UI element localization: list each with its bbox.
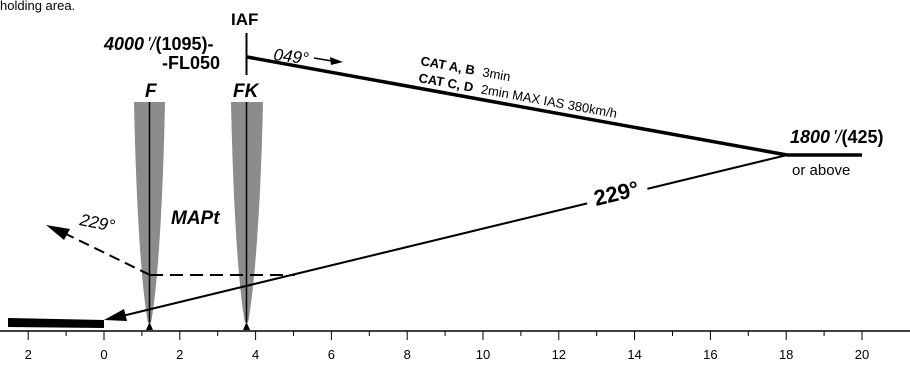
- inbound-leg: [122, 155, 787, 316]
- inbound-arrow-head: [104, 309, 127, 321]
- distance-scale-tick-label: 6: [328, 347, 335, 362]
- missed-approach-track-label: 229°: [77, 210, 116, 236]
- turn-altitude: 1800 '/(425): [790, 127, 884, 147]
- iaf-altitude-main: 4000: [103, 34, 144, 54]
- distance-scale-tick-label: 18: [779, 347, 793, 362]
- header-text: holding area.: [0, 0, 75, 13]
- distance-scale-tick-label: 2: [25, 347, 32, 362]
- turn-altitude-main: 1800: [790, 127, 830, 147]
- distance-scale-tick-label: 14: [627, 347, 641, 362]
- distance-scale-tick-label: 10: [476, 347, 490, 362]
- turn-altitude-note: or above: [792, 162, 850, 179]
- iaf-altitude-paren: (1095)-: [155, 34, 213, 54]
- iaf-flight-level: -FL050: [162, 53, 220, 73]
- missed-approach-arrow-head: [46, 225, 70, 240]
- iaf-altitude: 4000 '/(1095)-: [103, 34, 214, 54]
- turn-altitude-paren: (425): [841, 127, 883, 147]
- distance-scale-ticks: 2 0 2 4 6 8 10 12 14 16 18 20: [25, 331, 870, 362]
- distance-scale-tick-label: 0: [100, 347, 107, 362]
- missed-approach-climb-dashes: [66, 234, 150, 275]
- fix-f-marker: [146, 322, 153, 330]
- fix-fk-marker: [243, 322, 250, 330]
- outbound-leg: [247, 57, 787, 155]
- fix-fk-label: FK: [233, 81, 260, 102]
- distance-scale-tick-label: 12: [552, 347, 566, 362]
- iaf-label: IAF: [231, 10, 258, 29]
- mapt-label: MAPt: [171, 208, 220, 229]
- timing-cat-cd: CAT C, D 2min MAX IAS 380km/h: [417, 70, 618, 121]
- distance-scale-tick-label: 2: [176, 347, 183, 362]
- fix-f-label: F: [145, 81, 158, 102]
- distance-scale-tick-label: 8: [404, 347, 411, 362]
- outbound-arrow-head: [330, 57, 343, 65]
- distance-scale-tick-label: 16: [703, 347, 717, 362]
- outbound-arrow-shaft: [314, 58, 332, 61]
- outbound-track-label: 049°: [273, 45, 310, 68]
- timing-cat-cd-time: 2min MAX IAS 380km/h: [480, 82, 618, 121]
- distance-scale-tick-label: 4: [252, 347, 259, 362]
- distance-scale-tick-label: 20: [855, 347, 869, 362]
- runway-bar: [8, 318, 104, 328]
